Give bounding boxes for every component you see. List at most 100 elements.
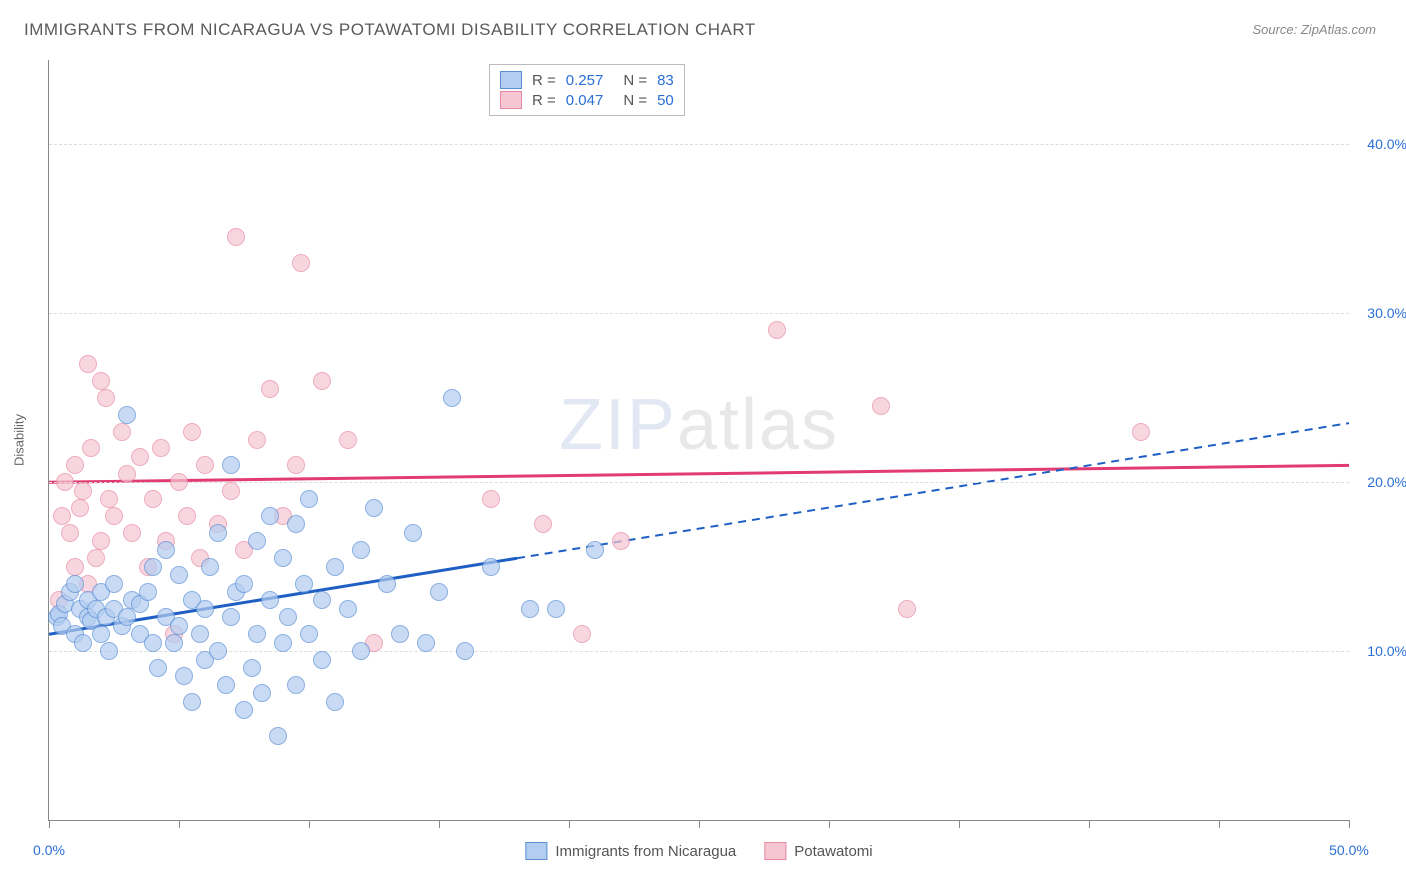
scatter-point-blue [144,634,162,652]
x-tick [309,820,310,828]
scatter-point-blue [287,676,305,694]
scatter-point-pink [1132,423,1150,441]
gridline [49,651,1349,652]
scatter-point-blue [326,693,344,711]
legend-row-blue: R = 0.257 N = 83 [500,71,674,89]
legend-row-pink: R = 0.047 N = 50 [500,91,674,109]
gridline [49,482,1349,483]
scatter-point-blue [482,558,500,576]
scatter-point-pink [313,372,331,390]
scatter-point-pink [82,439,100,457]
scatter-point-blue [235,701,253,719]
scatter-point-blue [92,625,110,643]
chart-source: Source: ZipAtlas.com [1252,22,1376,37]
scatter-point-pink [92,372,110,390]
r-label: R = [532,72,556,89]
scatter-point-blue [222,608,240,626]
scatter-point-blue [149,659,167,677]
scatter-point-blue [175,667,193,685]
scatter-point-pink [178,507,196,525]
scatter-point-pink [87,549,105,567]
scatter-point-blue [547,600,565,618]
scatter-point-blue [295,575,313,593]
trend-dashed-blue [517,423,1349,558]
scatter-point-blue [100,642,118,660]
scatter-point-pink [227,228,245,246]
scatter-point-pink [61,524,79,542]
watermark: ZIPatlas [559,384,839,466]
scatter-point-pink [105,507,123,525]
x-tick [1089,820,1090,828]
scatter-point-blue [66,575,84,593]
scatter-point-pink [872,397,890,415]
y-tick-label: 20.0% [1367,474,1406,490]
x-tick [1349,820,1350,828]
swatch-blue [525,842,547,860]
scatter-point-blue [430,583,448,601]
scatter-point-pink [196,456,214,474]
scatter-point-pink [71,499,89,517]
x-tick-label: 50.0% [1329,842,1369,858]
n-value-pink: 50 [657,92,674,109]
x-tick-label: 0.0% [33,842,65,858]
scatter-point-pink [170,473,188,491]
n-label: N = [623,72,647,89]
scatter-point-blue [157,541,175,559]
y-tick-label: 10.0% [1367,643,1406,659]
scatter-point-blue [313,591,331,609]
scatter-point-pink [74,482,92,500]
scatter-point-pink [53,507,71,525]
scatter-point-blue [209,524,227,542]
scatter-point-blue [105,575,123,593]
plot-area: ZIPatlas Disability R = 0.257 N = 83 R =… [48,60,1349,821]
scatter-point-blue [118,608,136,626]
scatter-point-blue [144,558,162,576]
scatter-point-pink [123,524,141,542]
scatter-point-blue [313,651,331,669]
scatter-point-blue [521,600,539,618]
scatter-point-blue [378,575,396,593]
scatter-point-blue [243,659,261,677]
scatter-point-pink [292,254,310,272]
scatter-point-pink [97,389,115,407]
watermark-part1: ZIP [559,385,677,465]
scatter-point-blue [274,634,292,652]
scatter-point-pink [113,423,131,441]
scatter-point-blue [253,684,271,702]
gridline [49,144,1349,145]
scatter-point-blue [248,532,266,550]
scatter-point-pink [118,465,136,483]
scatter-point-blue [74,634,92,652]
scatter-point-blue [170,617,188,635]
x-tick [1219,820,1220,828]
r-label: R = [532,92,556,109]
scatter-point-pink [66,558,84,576]
scatter-point-pink [144,490,162,508]
scatter-point-blue [183,693,201,711]
n-value-blue: 83 [657,72,674,89]
scatter-point-blue [209,642,227,660]
r-value-pink: 0.047 [566,92,604,109]
y-axis-title: Disability [12,414,27,466]
legend-series: Immigrants from Nicaragua Potawatomi [525,842,872,860]
y-tick-label: 30.0% [1367,305,1406,321]
scatter-point-blue [300,490,318,508]
scatter-point-blue [217,676,235,694]
scatter-point-pink [79,355,97,373]
scatter-point-blue [222,456,240,474]
scatter-point-blue [248,625,266,643]
scatter-point-blue [261,591,279,609]
legend-label-blue: Immigrants from Nicaragua [555,843,736,860]
scatter-point-blue [201,558,219,576]
scatter-point-blue [404,524,422,542]
y-tick-label: 40.0% [1367,136,1406,152]
scatter-point-blue [261,507,279,525]
legend-label-pink: Potawatomi [794,843,872,860]
r-value-blue: 0.257 [566,72,604,89]
scatter-point-blue [191,625,209,643]
legend-item-blue: Immigrants from Nicaragua [525,842,736,860]
scatter-point-pink [287,456,305,474]
scatter-point-blue [279,608,297,626]
scatter-point-blue [443,389,461,407]
scatter-point-pink [768,321,786,339]
